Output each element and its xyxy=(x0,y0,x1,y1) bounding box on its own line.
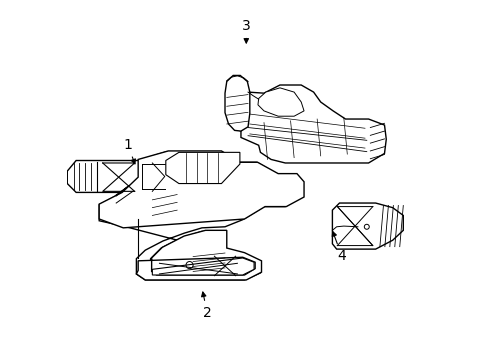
Text: 4: 4 xyxy=(331,231,346,263)
Polygon shape xyxy=(67,161,179,192)
Text: 1: 1 xyxy=(123,138,135,164)
Polygon shape xyxy=(152,258,254,275)
Polygon shape xyxy=(226,85,386,163)
Polygon shape xyxy=(224,76,249,131)
Polygon shape xyxy=(165,152,240,184)
Polygon shape xyxy=(258,88,304,116)
Text: 3: 3 xyxy=(242,19,250,43)
Polygon shape xyxy=(332,203,403,249)
Polygon shape xyxy=(99,151,304,228)
Polygon shape xyxy=(136,230,261,280)
Text: 2: 2 xyxy=(201,292,211,320)
Polygon shape xyxy=(99,152,303,280)
